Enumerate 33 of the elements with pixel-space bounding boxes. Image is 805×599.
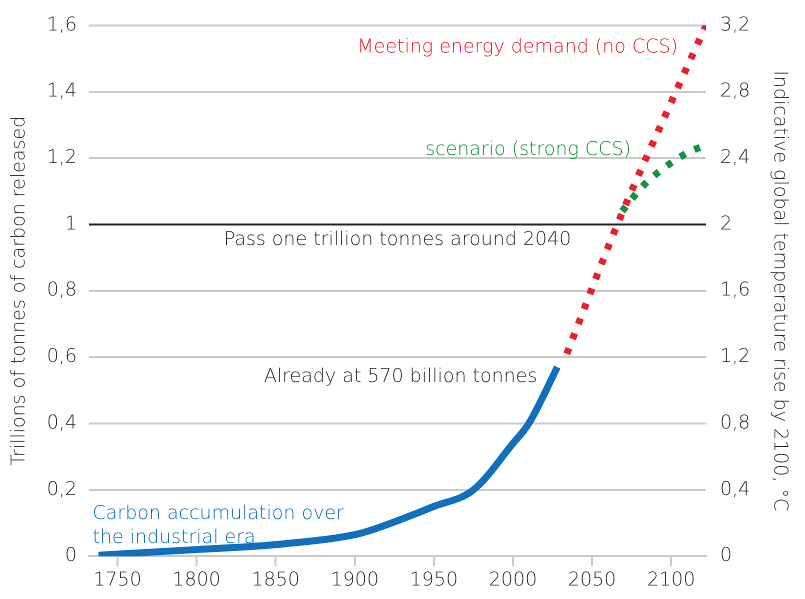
y2-tick-label: 3,2 [720,13,750,36]
x-tick-label: 1900 [330,568,379,591]
y-tick-label: 1,6 [46,13,78,36]
series-label: Carbon accumulation over the industrial era [92,502,344,548]
x-tick-label: 2050 [568,568,616,591]
y2-axis-title: Indicative global temperature rise by 2100, °C [770,70,792,512]
y2-tick-label: 2 [720,212,732,234]
y2-tick-label: 0 [720,544,732,566]
y-tick-label: 0 [64,544,78,566]
y2-tick-label: 2,8 [720,80,750,102]
y2-tick-label: 1,6 [720,278,750,301]
y2-tick-label: 0,4 [720,478,750,500]
x-tick-label: 2000 [488,568,538,591]
x-tick-label: 1800 [172,568,221,591]
x-tick-label: 2100 [647,568,696,591]
y-tick-label: 1 [64,212,78,234]
x-tick-label: 1950 [410,568,458,591]
series-label: scenario (strong CCS) [425,138,631,160]
y-tick-label: 0,4 [46,411,78,434]
y2-tick-label: 0,8 [720,411,750,434]
ref-line-label: Pass one trillion tonnes around 2040 [224,228,572,250]
y-tick-label: 1,2 [46,146,78,168]
y2-tick-label: 2,4 [720,146,750,168]
x-tick-label: 1850 [252,568,300,591]
x-tick-label: 1750 [93,568,142,591]
y-tick-label: 1,4 [46,80,78,102]
y-tick-label: 0,6 [46,345,78,368]
y-tick-label: 0,2 [46,478,78,500]
series-label: Meeting energy demand (no CCS) [357,35,678,58]
y-axis-title: Trillions of tonnes of carbon released [7,116,30,466]
y2-tick-label: 1,2 [720,345,750,368]
y-tick-label: 0,8 [46,278,78,301]
annotation: Already at 570 billion tonnes [264,365,538,388]
